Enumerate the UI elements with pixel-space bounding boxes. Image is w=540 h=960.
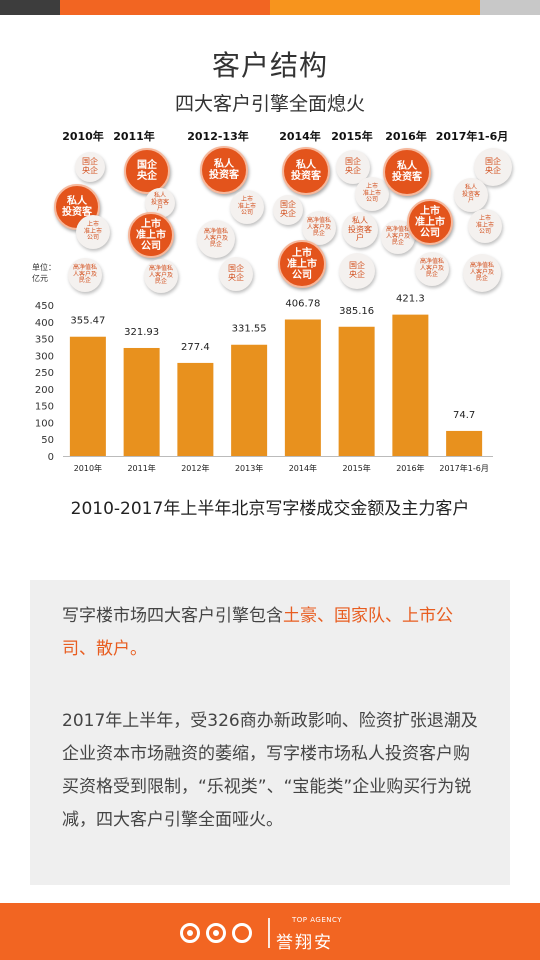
bar-value-label: 321.93	[124, 327, 159, 338]
customer-bubble: 上市 准上市 公司	[468, 209, 502, 243]
customer-bubble: 私人 投资客 户	[454, 178, 488, 212]
year-label: 2014年	[279, 130, 321, 143]
customer-bubble: 上市 准上市 公司	[230, 190, 264, 224]
customer-bubble: 上市 准上市 公司	[278, 240, 326, 288]
logo-circle-icon	[206, 923, 226, 943]
year-label: 2016年	[385, 130, 427, 143]
customer-bubble: 国企 央企	[474, 148, 512, 186]
customer-bubble: 高净值私 人客户及 民企	[302, 211, 336, 245]
customer-bubble: 上市 准上市 公司	[407, 199, 453, 245]
page-title: 客户结构	[211, 49, 328, 82]
year-label: 2011年	[113, 130, 155, 143]
x-tick-label: 2017年1-6月	[439, 463, 488, 473]
y-tick-label: 250	[35, 368, 54, 379]
x-tick-label: 2015年	[342, 463, 370, 473]
bar-value-label: 331.55	[232, 324, 267, 335]
info-paragraph-1: 写字楼市场四大客户引擎包含土豪、国家队、上市公司、散户。	[62, 600, 482, 666]
year-label: 2017年1-6月	[435, 130, 509, 143]
y-tick-label: 300	[35, 351, 54, 362]
bar	[284, 319, 321, 456]
customer-bubble: 高净值私 人客户及 民企	[197, 220, 235, 258]
customer-bubble: 高净值私 人客户及 民企	[144, 259, 178, 293]
top-bar-segment	[480, 0, 540, 15]
bar-value-label: 355.47	[70, 316, 105, 327]
y-tick-label: 200	[35, 385, 54, 396]
customer-bubble: 国企 央企	[339, 253, 375, 289]
bar	[392, 314, 429, 456]
top-bar-segment	[60, 0, 270, 15]
customer-bubble: 国企 央企	[219, 257, 253, 291]
bar	[446, 430, 483, 456]
customer-bubble: 私人 投资客	[282, 147, 330, 195]
logo-swirl-icon	[232, 923, 252, 943]
customer-bubble: 高净值私 人客户及 民企	[68, 258, 102, 292]
bar	[231, 344, 268, 456]
bar-value-label: 406.78	[285, 299, 320, 310]
customer-bubble: 私人 投资客	[54, 184, 100, 230]
page-subtitle: 四大客户引擎全面熄火	[174, 93, 365, 115]
year-label: 2012-13年	[187, 130, 249, 143]
bar-value-label: 277.4	[181, 342, 210, 353]
customer-bubble: 高净值私 人客户及 民企	[415, 252, 449, 286]
y-tick-label: 450	[35, 301, 54, 312]
bar-value-label: 74.7	[453, 410, 475, 421]
unit-label: 亿元	[32, 273, 48, 283]
unit-label: 单位：	[32, 262, 56, 272]
x-tick-label: 2012年	[181, 463, 209, 473]
customer-bubble: 私人 投资客 户	[342, 212, 378, 248]
customer-bubble: 国企 央企	[273, 195, 303, 225]
footer-bar	[0, 903, 540, 960]
info-paragraph-2: 2017年上半年，受326商办新政影响、险资扩张退潮及企业资本市场融资的萎缩，写…	[62, 711, 478, 830]
year-label: 2015年	[331, 130, 373, 143]
y-tick-label: 350	[35, 335, 54, 346]
y-tick-label: 100	[35, 418, 54, 429]
bar	[69, 336, 106, 456]
bar	[338, 326, 375, 456]
y-tick-label: 150	[35, 402, 54, 413]
customer-bubble: 高净值私 人客户及 民企	[463, 254, 501, 292]
customer-bubble: 私人 投资客	[383, 148, 431, 196]
customer-bubble: 私人 投资客	[200, 146, 248, 194]
x-tick-label: 2011年	[127, 463, 155, 473]
x-tick-label: 2014年	[289, 463, 317, 473]
bar-value-label: 385.16	[339, 306, 374, 317]
bar-chart: 单位：亿元 0 50 100 150 200 250 300 350 400 450 355.47 20…	[32, 262, 493, 473]
logo-divider	[268, 918, 270, 948]
logo-tagline: TOP AGENCY	[292, 916, 343, 924]
customer-bubble: 上市 准上市 公司	[76, 215, 110, 249]
top-bar-segment	[270, 0, 480, 15]
y-tick-label: 0	[48, 452, 54, 463]
bar-value-label: 421.3	[396, 294, 425, 305]
chart-caption: 2010-2017年上半年北京写字楼成交金额及主力客户	[70, 499, 470, 519]
info-panel	[30, 580, 510, 885]
bar	[177, 362, 214, 456]
x-tick-label: 2016年	[396, 463, 424, 473]
x-tick-label: 2013年	[235, 463, 263, 473]
para1-highlight: 土豪、国家队、上市公司、散户。	[62, 606, 453, 659]
top-bar-segment	[0, 0, 60, 15]
y-tick-label: 50	[41, 435, 54, 446]
customer-bubble: 上市 准上市 公司	[355, 177, 389, 211]
y-tick-label: 400	[35, 318, 54, 329]
logo-circle-icon	[180, 923, 200, 943]
logo-brand: 誉翔安	[276, 933, 333, 953]
para1-prefix: 写字楼市场四大客户引擎包含	[62, 606, 283, 626]
customer-bubble: 国企 央企	[75, 152, 105, 182]
top-color-bar	[0, 0, 540, 15]
bar	[123, 347, 160, 456]
logo-icons	[180, 923, 252, 943]
customer-bubble: 上市 准上市 公司	[128, 212, 174, 258]
customer-bubble: 国企 央企	[124, 148, 170, 194]
x-tick-label: 2010年	[74, 463, 102, 473]
year-label: 2010年	[62, 130, 104, 143]
